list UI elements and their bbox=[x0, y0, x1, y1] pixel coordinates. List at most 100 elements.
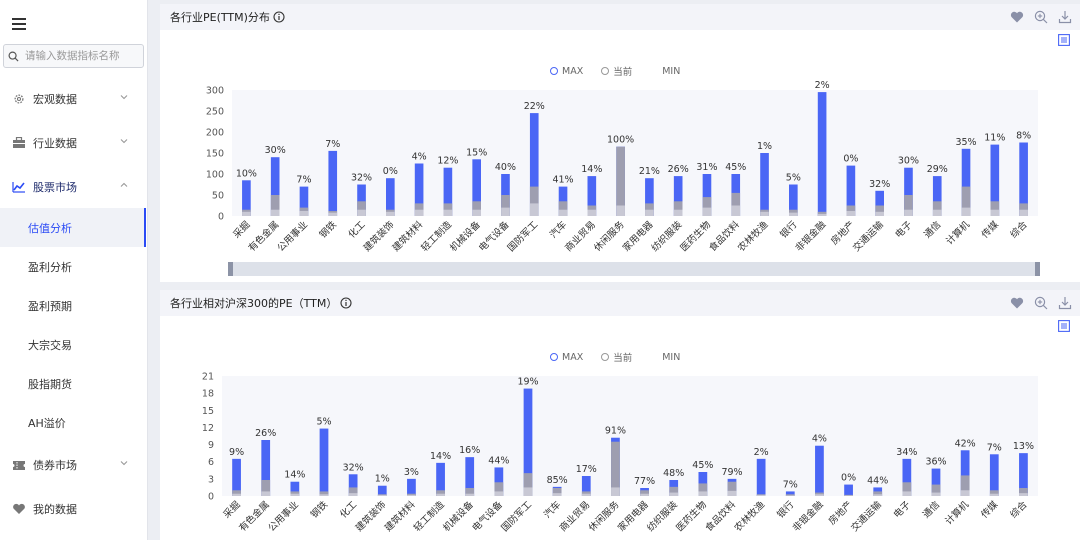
bar-min[interactable] bbox=[472, 209, 481, 216]
bar-current[interactable] bbox=[552, 488, 562, 496]
bar-max[interactable] bbox=[414, 163, 424, 217]
bar-current[interactable] bbox=[727, 481, 737, 496]
bar-min[interactable] bbox=[902, 491, 912, 496]
bar-current[interactable] bbox=[875, 205, 884, 217]
bar-min[interactable] bbox=[931, 492, 941, 496]
bar-min[interactable] bbox=[465, 493, 475, 496]
bar-current[interactable] bbox=[961, 186, 971, 216]
bar-max[interactable] bbox=[232, 458, 241, 496]
bar-max[interactable] bbox=[875, 190, 884, 216]
bar-min[interactable] bbox=[232, 493, 241, 496]
bar-current[interactable] bbox=[815, 492, 824, 496]
bar-max[interactable] bbox=[270, 157, 280, 216]
bar-current[interactable] bbox=[558, 201, 568, 216]
bar-current[interactable] bbox=[902, 482, 912, 496]
bar-max[interactable] bbox=[377, 485, 387, 496]
bar-max[interactable] bbox=[494, 467, 504, 496]
nav-macro-data[interactable]: 宏观数据 bbox=[0, 79, 146, 119]
bar-min[interactable] bbox=[1019, 209, 1028, 216]
bar-max[interactable] bbox=[407, 478, 416, 496]
bar-max[interactable] bbox=[789, 184, 798, 217]
info-icon[interactable] bbox=[273, 11, 285, 23]
bar-max[interactable] bbox=[443, 167, 453, 216]
bar-min[interactable] bbox=[348, 493, 358, 496]
bar-min[interactable] bbox=[501, 207, 510, 216]
bar-current[interactable] bbox=[960, 475, 970, 496]
bar-min[interactable] bbox=[552, 493, 562, 496]
bar-max[interactable] bbox=[990, 144, 1000, 216]
bar-current[interactable] bbox=[529, 186, 539, 216]
sub-item-profit-forecast[interactable]: 盈利预期 bbox=[28, 299, 72, 313]
bar-max[interactable] bbox=[436, 462, 445, 496]
bar-min[interactable] bbox=[815, 494, 824, 496]
bar-min[interactable] bbox=[640, 493, 649, 496]
bar-current[interactable] bbox=[873, 491, 883, 496]
bar-max[interactable] bbox=[846, 165, 856, 216]
legend-current[interactable]: 当前 bbox=[601, 64, 632, 78]
bar-max[interactable] bbox=[523, 388, 533, 496]
bar-max[interactable] bbox=[529, 113, 539, 216]
search-box[interactable] bbox=[3, 44, 144, 68]
bar-max[interactable] bbox=[844, 484, 853, 496]
scroll-handle-right[interactable] bbox=[1035, 262, 1040, 276]
bar-max[interactable] bbox=[1019, 142, 1028, 217]
list-menu-icon[interactable] bbox=[1058, 34, 1070, 46]
bar-current[interactable] bbox=[990, 201, 1000, 216]
bar-current[interactable] bbox=[501, 195, 510, 216]
zoom-in-icon[interactable] bbox=[1034, 10, 1048, 24]
bar-min[interactable] bbox=[961, 207, 971, 216]
scroll-handle-left[interactable] bbox=[228, 262, 233, 276]
bar-current[interactable] bbox=[846, 205, 856, 217]
bar-max[interactable] bbox=[465, 457, 475, 496]
bar-min[interactable] bbox=[990, 209, 1000, 216]
bar-max[interactable] bbox=[357, 184, 366, 217]
download-icon[interactable] bbox=[1058, 10, 1072, 24]
bar-min[interactable] bbox=[319, 494, 329, 496]
bar-current[interactable] bbox=[785, 494, 795, 496]
bar-max[interactable] bbox=[932, 176, 942, 216]
bar-min[interactable] bbox=[357, 209, 366, 216]
bar-current[interactable] bbox=[494, 482, 504, 496]
bar-max[interactable] bbox=[261, 440, 271, 496]
bar-current[interactable] bbox=[673, 201, 683, 216]
bar-min[interactable] bbox=[436, 493, 445, 496]
bar-current[interactable] bbox=[904, 195, 913, 216]
bar-min[interactable] bbox=[270, 209, 280, 216]
download-icon[interactable] bbox=[1058, 296, 1072, 310]
bar-current[interactable] bbox=[702, 197, 712, 216]
bar-max[interactable] bbox=[290, 481, 300, 496]
bar-min[interactable] bbox=[261, 491, 271, 496]
bar-current[interactable] bbox=[232, 490, 241, 496]
bar-current[interactable] bbox=[348, 487, 358, 496]
bar-current[interactable] bbox=[357, 201, 366, 216]
bar-max[interactable] bbox=[587, 176, 597, 216]
bar-min[interactable] bbox=[242, 211, 251, 216]
bar-max[interactable] bbox=[645, 178, 654, 216]
bar-max[interactable] bbox=[386, 178, 395, 216]
bar-min[interactable] bbox=[844, 495, 853, 496]
bar-current[interactable] bbox=[640, 490, 649, 496]
sub-item-block-trade[interactable]: 大宗交易 bbox=[28, 338, 72, 352]
bar-current[interactable] bbox=[611, 441, 620, 496]
bar-current[interactable] bbox=[436, 490, 445, 496]
bar-min[interactable] bbox=[785, 495, 795, 496]
bar-max[interactable] bbox=[960, 450, 970, 496]
bar-min[interactable] bbox=[960, 490, 970, 496]
sub-item-index-futures[interactable]: 股指期货 bbox=[28, 377, 72, 391]
bar-min[interactable] bbox=[904, 209, 913, 216]
bar-min[interactable] bbox=[875, 211, 884, 216]
sub-item-valuation[interactable]: 估值分析 bbox=[0, 208, 146, 247]
bar-min[interactable] bbox=[611, 487, 620, 496]
bar-min[interactable] bbox=[581, 493, 591, 496]
bar-current[interactable] bbox=[669, 486, 679, 496]
bar-min[interactable] bbox=[558, 209, 568, 216]
bar-min[interactable] bbox=[932, 209, 942, 216]
chart-zoom-scrollbar[interactable] bbox=[228, 262, 1040, 276]
bar-max[interactable] bbox=[785, 491, 795, 496]
bar-min[interactable] bbox=[414, 209, 424, 216]
bar-max[interactable] bbox=[756, 458, 766, 496]
bar-min[interactable] bbox=[702, 207, 712, 216]
legend-max[interactable]: MAX bbox=[550, 64, 583, 78]
bar-min[interactable] bbox=[494, 491, 504, 496]
sub-item-ah-premium[interactable]: AH溢价 bbox=[28, 416, 66, 430]
